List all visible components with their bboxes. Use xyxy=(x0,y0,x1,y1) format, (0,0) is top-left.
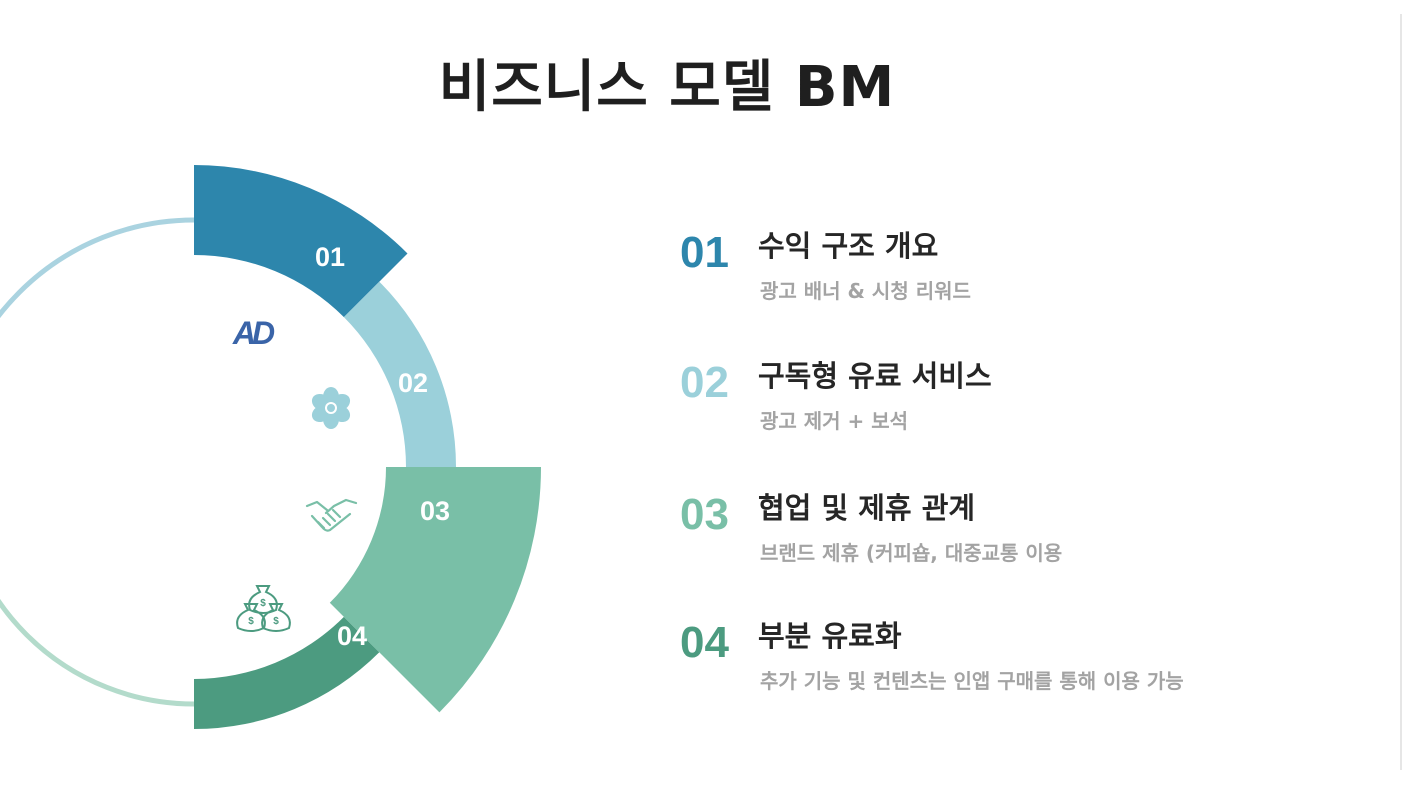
ring-diagram: 01 02 03 04 AD $ $ $ xyxy=(0,165,541,730)
item-heading: 구독형 유료 서비스 xyxy=(758,359,992,393)
handshake-icon xyxy=(305,498,358,532)
segment-02-label: 02 xyxy=(398,368,428,398)
svg-text:$: $ xyxy=(248,616,254,627)
item-detail: 광고 제거 + 보석 xyxy=(760,409,909,433)
slide-title: 비즈니스 모델 BM xyxy=(438,55,896,120)
item-number: 01 xyxy=(680,228,729,277)
segment-04-label: 04 xyxy=(337,621,367,651)
slide-edge-divider xyxy=(1400,14,1402,770)
item-number: 04 xyxy=(680,618,729,667)
segment-03 xyxy=(329,467,541,713)
item-number: 02 xyxy=(680,358,729,407)
item-heading: 수익 구조 개요 xyxy=(758,229,939,263)
segment-01-label: 01 xyxy=(315,242,345,272)
item-detail: 추가 기능 및 컨텐츠는 인앱 구매를 통해 이용 가능 xyxy=(760,669,1184,693)
item-number: 03 xyxy=(680,490,729,539)
flower-icon xyxy=(311,387,351,429)
ad-icon: AD xyxy=(232,315,279,351)
segment-02 xyxy=(343,281,456,467)
item-heading: 부분 유료화 xyxy=(758,619,902,653)
bm-item-01: 01 수익 구조 개요 광고 배너 & 시청 리워드 xyxy=(680,228,1340,328)
money-bags-icon: $ $ $ xyxy=(236,585,291,632)
item-heading: 협업 및 제휴 관계 xyxy=(758,491,976,525)
svg-text:$: $ xyxy=(273,616,279,627)
segment-01 xyxy=(194,165,408,318)
item-detail: 브랜드 제휴 (커피숍, 대중교통 이용 xyxy=(760,541,1063,565)
segment-04 xyxy=(194,616,380,730)
segment-03-label: 03 xyxy=(420,496,450,526)
ring-arc-bottom xyxy=(0,598,195,707)
ring-arc-top xyxy=(0,217,195,319)
bm-item-03: 03 협업 및 제휴 관계 브랜드 제휴 (커피숍, 대중교통 이용 xyxy=(680,490,1340,590)
svg-text:$: $ xyxy=(260,598,266,609)
bm-item-02: 02 구독형 유료 서비스 광고 제거 + 보석 xyxy=(680,358,1340,458)
bm-item-04: 04 부분 유료화 추가 기능 및 컨텐츠는 인앱 구매를 통해 이용 가능 xyxy=(680,618,1340,718)
svg-text:AD: AD xyxy=(232,315,275,351)
item-detail: 광고 배너 & 시청 리워드 xyxy=(760,279,971,303)
